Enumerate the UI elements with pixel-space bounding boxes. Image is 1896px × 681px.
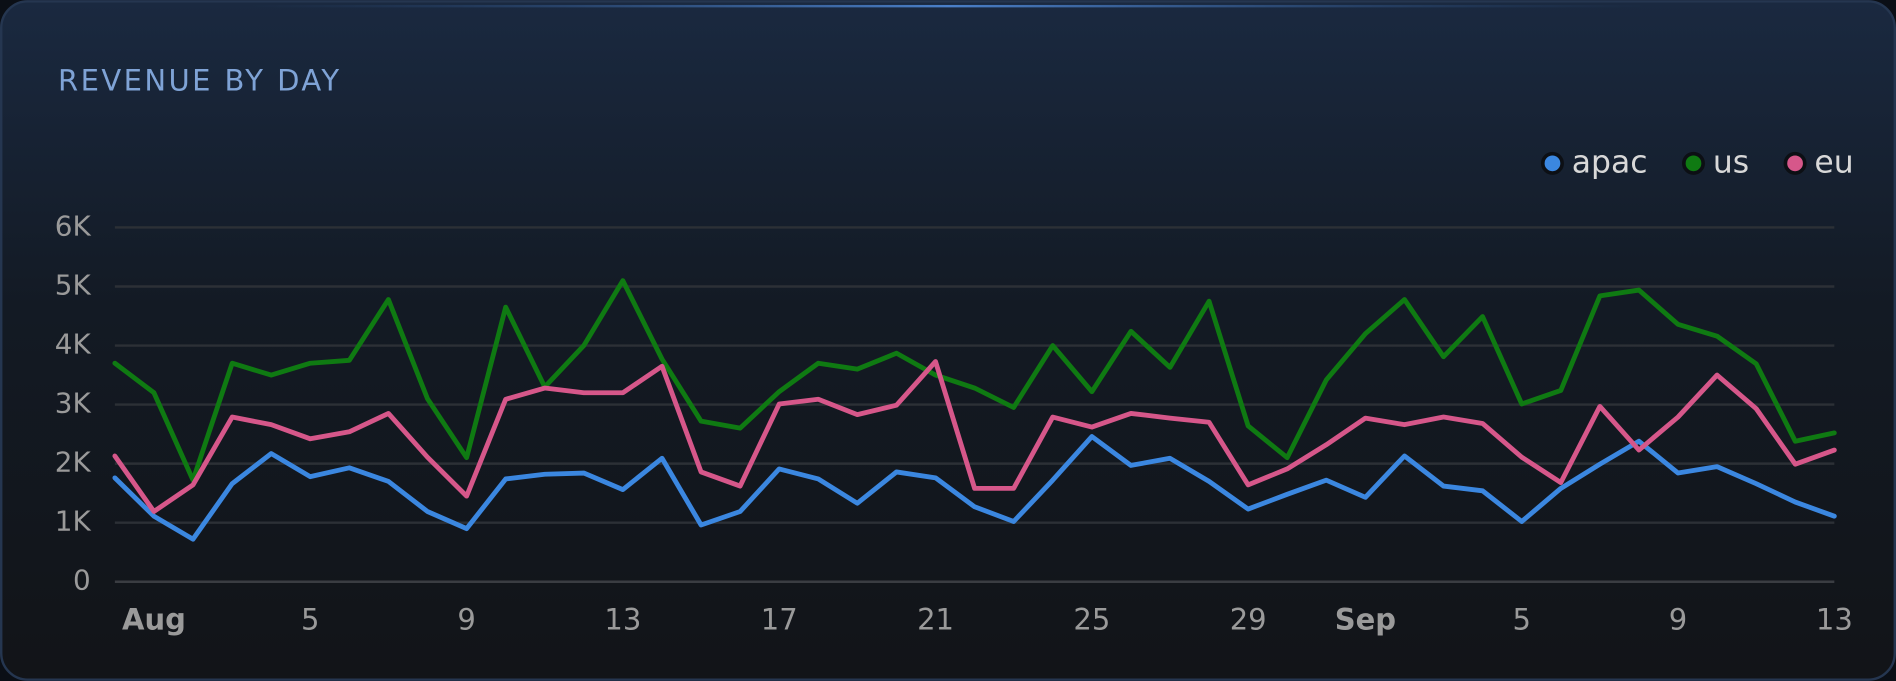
- x-tick-label: 13: [1816, 603, 1853, 637]
- x-tick-label: Aug: [122, 603, 186, 637]
- y-tick-label: 3K: [55, 387, 92, 420]
- card-highlight: [241, 4, 1655, 8]
- legend-marker: [1783, 151, 1807, 175]
- x-tick-label: Sep: [1335, 603, 1396, 637]
- legend-marker: [1540, 151, 1564, 175]
- x-tick-label: 21: [917, 603, 954, 637]
- y-tick-label: 0: [73, 564, 91, 597]
- legend-item: us: [1682, 144, 1749, 180]
- x-tick-label: 9: [457, 603, 475, 637]
- x-tick-label: 9: [1669, 603, 1687, 637]
- x-tick-label: 29: [1230, 603, 1267, 637]
- y-tick-label: 5K: [55, 268, 92, 301]
- chart-title: REVENUE BY DAY: [58, 63, 341, 97]
- legend-label: us: [1713, 144, 1749, 180]
- y-tick-label: 1K: [55, 505, 92, 538]
- legend: apac us eu: [1540, 144, 1854, 180]
- x-tick-label: 5: [1512, 603, 1530, 637]
- legend-label: eu: [1814, 144, 1853, 180]
- series-line: [112, 278, 1837, 483]
- legend-item: eu: [1783, 144, 1854, 180]
- legend-item: apac: [1540, 144, 1648, 180]
- x-tick-label: 25: [1073, 603, 1110, 637]
- y-tick-label: 4K: [55, 328, 92, 361]
- x-tick-label: 13: [604, 603, 641, 637]
- series-line: [112, 434, 1837, 542]
- series-line: [112, 359, 1837, 514]
- y-tick-label: 6K: [55, 209, 92, 242]
- y-tick-label: 2K: [55, 446, 92, 479]
- x-tick-label: 17: [761, 603, 798, 637]
- legend-label: apac: [1572, 144, 1648, 180]
- legend-marker: [1682, 151, 1705, 175]
- x-tick-label: 5: [301, 603, 319, 637]
